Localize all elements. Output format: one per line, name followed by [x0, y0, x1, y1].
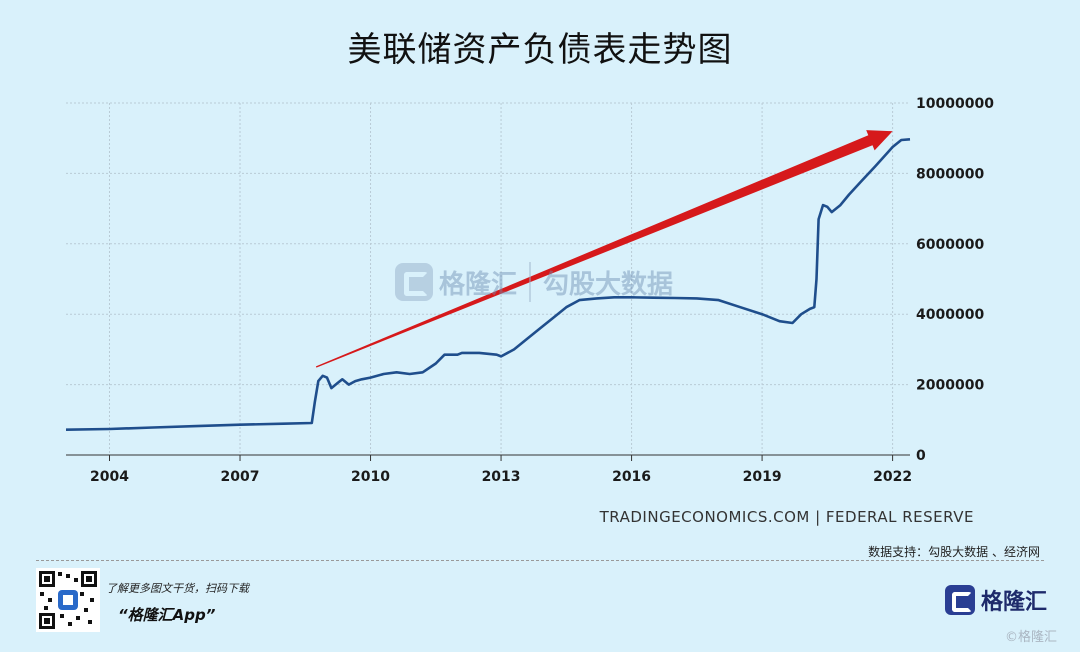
x-tick-label: 2004 [90, 469, 129, 485]
data-support: 数据支持：勾股大数据 、经济网 [868, 545, 1040, 559]
corner-watermark: ©格隆汇 [1005, 630, 1058, 645]
trend-arrow [315, 130, 893, 368]
source-line: TRADINGECONOMICS.COM | FEDERAL RESERVE [599, 508, 974, 526]
y-tick-label: 0 [916, 448, 926, 464]
watermark-right-text: 勾股大数据 [543, 269, 674, 300]
gelonghui-brand-icon [945, 585, 975, 615]
x-tick-label: 2022 [873, 469, 912, 485]
brand-name: 格隆汇 [981, 590, 1048, 615]
y-tick-label: 8000000 [916, 166, 984, 182]
x-tick-label: 2007 [221, 469, 260, 485]
brand-logo: 格隆汇 [945, 582, 1047, 618]
series-line [65, 138, 911, 431]
y-tick-label: 6000000 [916, 237, 984, 253]
watermark: 格隆汇 勾股大数据 [395, 262, 673, 302]
promo-app-name: “格隆汇App” [118, 606, 216, 624]
watermark-separator [529, 262, 532, 302]
divider [36, 560, 1044, 561]
x-tick-label: 2013 [482, 469, 521, 485]
promo-text: 了解更多图文干货，扫码下载 [106, 582, 249, 595]
y-tick-label: 2000000 [916, 378, 984, 394]
x-tick-label: 2010 [351, 469, 390, 485]
y-tick-label: 4000000 [916, 307, 984, 323]
y-tick-label: 10000000 [916, 96, 994, 112]
x-tick-label: 2019 [743, 469, 782, 485]
line-chart: 0 2000000 4000000 6000000 8000000 10000000 200… [65, 96, 994, 485]
watermark-left-text: 格隆汇 [439, 269, 518, 300]
chart-title: 美联储资产负债表走势图 [347, 30, 733, 70]
x-tick-label: 2016 [612, 469, 651, 485]
gelonghui-logo-icon [395, 263, 433, 301]
qr-code-icon[interactable] [36, 568, 100, 632]
